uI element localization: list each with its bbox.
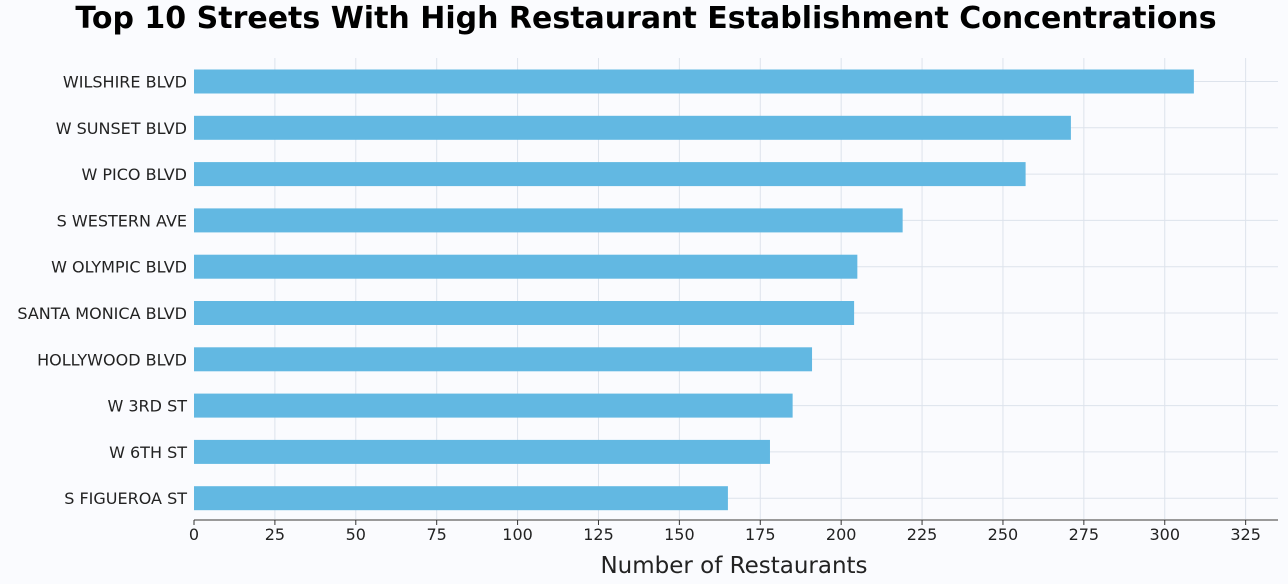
bar [194, 254, 858, 279]
bar [194, 439, 770, 464]
x-tick-label: 150 [664, 525, 695, 544]
category-label: W OLYMPIC BLVD [51, 258, 187, 277]
x-tick-label: 125 [583, 525, 614, 544]
x-tick-label: 25 [265, 525, 285, 544]
x-tick-label: 175 [745, 525, 776, 544]
x-ticks: 0 25 50 75 100 125 150 175 200 225 250 275 300 325 [189, 520, 1261, 544]
category-label: W PICO BLVD [81, 165, 187, 184]
x-tick-label: 275 [1069, 525, 1100, 544]
category-label: S WESTERN AVE [57, 211, 187, 230]
bar [194, 115, 1071, 140]
category-label: W 3RD ST [107, 397, 187, 416]
category-label: WILSHIRE BLVD [63, 73, 187, 92]
bar [194, 301, 855, 325]
bar [194, 486, 728, 511]
category-label: HOLLYWOOD BLVD [37, 350, 187, 369]
bar [194, 162, 1026, 187]
category-labels: WILSHIRE BLVD W SUNSET BLVD W PICO BLVD S W… [17, 73, 187, 509]
x-tick-label: 250 [988, 525, 1019, 544]
bar [194, 347, 813, 372]
x-tick-label: 300 [1149, 525, 1180, 544]
x-tick-label: 100 [502, 525, 533, 544]
x-tick-label: 225 [907, 525, 938, 544]
x-axis-title: Number of Restaurants [600, 553, 867, 579]
category-label: S FIGUEROA ST [64, 489, 187, 508]
bar [194, 69, 1194, 94]
bars [194, 69, 1194, 511]
x-tick-label: 75 [427, 525, 447, 544]
bar [194, 208, 903, 233]
bar [194, 393, 793, 418]
x-tick-label: 325 [1230, 525, 1261, 544]
x-tick-label: 200 [826, 525, 857, 544]
category-label: W 6TH ST [109, 443, 187, 462]
x-tick-label: 50 [346, 525, 366, 544]
chart-title: Top 10 Streets With High Restaurant Esta… [75, 1, 1216, 36]
category-label: W SUNSET BLVD [56, 119, 187, 138]
category-label: SANTA MONICA BLVD [17, 304, 187, 323]
x-tick-label: 0 [189, 525, 199, 544]
